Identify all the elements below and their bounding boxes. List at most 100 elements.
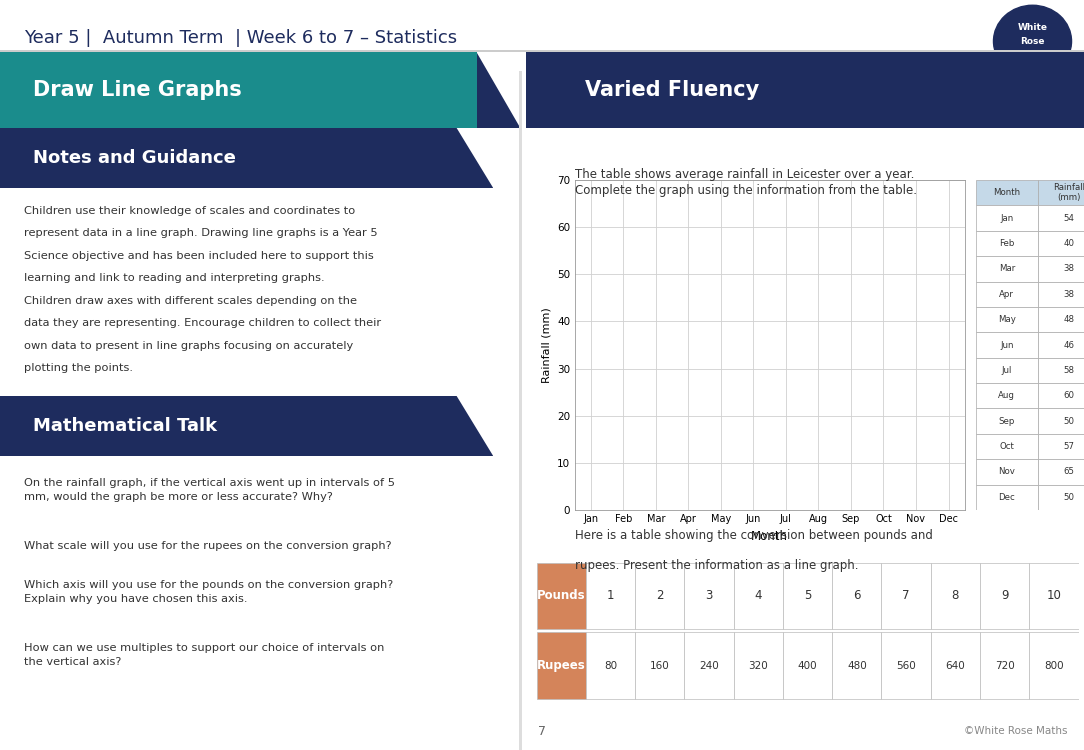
FancyBboxPatch shape <box>585 632 635 699</box>
FancyBboxPatch shape <box>1038 231 1084 256</box>
Text: What scale will you use for the rupees on the conversion graph?: What scale will you use for the rupees o… <box>24 541 391 551</box>
Text: 50: 50 <box>1063 417 1074 426</box>
FancyBboxPatch shape <box>537 562 585 629</box>
FancyBboxPatch shape <box>1038 459 1084 484</box>
Text: Children draw axes with different scales depending on the: Children draw axes with different scales… <box>24 296 357 306</box>
FancyBboxPatch shape <box>976 206 1038 231</box>
FancyBboxPatch shape <box>734 632 783 699</box>
FancyBboxPatch shape <box>1038 307 1084 332</box>
Text: 48: 48 <box>1063 315 1074 324</box>
Y-axis label: Rainfall (mm): Rainfall (mm) <box>542 308 552 382</box>
FancyBboxPatch shape <box>976 358 1038 383</box>
FancyBboxPatch shape <box>1038 206 1084 231</box>
Text: 58: 58 <box>1063 366 1074 375</box>
Text: 7: 7 <box>902 590 909 602</box>
FancyBboxPatch shape <box>1030 632 1079 699</box>
Text: Mathematical Talk: Mathematical Talk <box>33 417 217 435</box>
FancyBboxPatch shape <box>1038 358 1084 383</box>
FancyBboxPatch shape <box>881 632 931 699</box>
Text: Science objective and has been included here to support this: Science objective and has been included … <box>24 251 374 261</box>
Text: 10: 10 <box>1046 590 1061 602</box>
Text: 400: 400 <box>798 661 817 670</box>
Text: Varied Fluency: Varied Fluency <box>585 80 760 100</box>
Text: 320: 320 <box>748 661 769 670</box>
FancyBboxPatch shape <box>976 332 1038 358</box>
Text: 2: 2 <box>656 590 663 602</box>
Text: Rainfall
(mm): Rainfall (mm) <box>1053 183 1084 203</box>
Text: represent data in a line graph. Drawing line graphs is a Year 5: represent data in a line graph. Drawing … <box>24 229 377 238</box>
Text: Aug: Aug <box>998 392 1016 400</box>
Text: learning and link to reading and interpreting graphs.: learning and link to reading and interpr… <box>24 274 324 284</box>
Text: 38: 38 <box>1063 264 1074 273</box>
Text: Oct: Oct <box>999 442 1015 451</box>
Text: Which axis will you use for the pounds on the conversion graph?
Explain why you : Which axis will you use for the pounds o… <box>24 580 393 604</box>
FancyBboxPatch shape <box>783 632 833 699</box>
FancyBboxPatch shape <box>976 307 1038 332</box>
Text: 160: 160 <box>650 661 670 670</box>
FancyBboxPatch shape <box>833 632 881 699</box>
FancyBboxPatch shape <box>976 180 1038 206</box>
Text: Nov: Nov <box>998 467 1016 476</box>
FancyBboxPatch shape <box>783 562 833 629</box>
Text: 240: 240 <box>699 661 719 670</box>
FancyBboxPatch shape <box>881 562 931 629</box>
Text: The table shows average rainfall in Leicester over a year.: The table shows average rainfall in Leic… <box>575 168 914 181</box>
FancyBboxPatch shape <box>976 281 1038 307</box>
FancyBboxPatch shape <box>976 433 1038 459</box>
FancyBboxPatch shape <box>635 562 684 629</box>
Text: 560: 560 <box>896 661 916 670</box>
Text: How can we use multiples to support our choice of intervals on
the vertical axis: How can we use multiples to support our … <box>24 643 384 667</box>
Text: 8: 8 <box>952 590 959 602</box>
Text: May: May <box>998 315 1016 324</box>
Text: 9: 9 <box>1001 590 1008 602</box>
FancyBboxPatch shape <box>635 632 684 699</box>
Text: Year 5 |  Autumn Term  | Week 6 to 7 – Statistics: Year 5 | Autumn Term | Week 6 to 7 – Sta… <box>24 29 457 47</box>
Text: Draw Line Graphs: Draw Line Graphs <box>33 80 242 100</box>
Text: Apr: Apr <box>999 290 1015 298</box>
FancyBboxPatch shape <box>976 231 1038 256</box>
Text: Feb: Feb <box>999 239 1015 248</box>
FancyBboxPatch shape <box>1038 256 1084 281</box>
FancyBboxPatch shape <box>585 562 635 629</box>
Text: Dec: Dec <box>998 493 1015 502</box>
Text: Jun: Jun <box>1001 340 1014 350</box>
Text: Rose: Rose <box>1020 37 1045 46</box>
Text: Maths: Maths <box>1017 50 1048 59</box>
Text: 6: 6 <box>853 590 861 602</box>
FancyBboxPatch shape <box>976 256 1038 281</box>
Text: 50: 50 <box>1063 493 1074 502</box>
FancyBboxPatch shape <box>684 632 734 699</box>
FancyBboxPatch shape <box>684 562 734 629</box>
Text: rupees. Present the information as a line graph.: rupees. Present the information as a lin… <box>575 559 859 572</box>
Polygon shape <box>423 52 520 128</box>
Text: White: White <box>1018 23 1047 32</box>
FancyBboxPatch shape <box>734 562 783 629</box>
Text: Jan: Jan <box>1001 214 1014 223</box>
Text: Sep: Sep <box>998 417 1015 426</box>
FancyBboxPatch shape <box>980 562 1030 629</box>
FancyBboxPatch shape <box>976 484 1038 510</box>
FancyBboxPatch shape <box>976 409 1038 434</box>
Text: 46: 46 <box>1063 340 1074 350</box>
FancyBboxPatch shape <box>980 632 1030 699</box>
Text: 3: 3 <box>706 590 712 602</box>
Text: 1: 1 <box>607 590 615 602</box>
FancyBboxPatch shape <box>1038 383 1084 409</box>
Text: data they are representing. Encourage children to collect their: data they are representing. Encourage ch… <box>24 319 380 328</box>
Polygon shape <box>526 52 569 128</box>
FancyBboxPatch shape <box>1038 332 1084 358</box>
FancyBboxPatch shape <box>1038 180 1084 206</box>
Polygon shape <box>412 396 493 456</box>
FancyBboxPatch shape <box>1038 484 1084 510</box>
FancyBboxPatch shape <box>976 383 1038 409</box>
Text: 57: 57 <box>1063 442 1074 451</box>
Text: 7: 7 <box>538 724 546 738</box>
FancyBboxPatch shape <box>1030 562 1079 629</box>
Text: 80: 80 <box>604 661 617 670</box>
Text: ©White Rose Maths: ©White Rose Maths <box>965 726 1068 736</box>
Text: 38: 38 <box>1063 290 1074 298</box>
Text: Jul: Jul <box>1002 366 1012 375</box>
Text: Complete the graph using the information from the table.: Complete the graph using the information… <box>575 184 916 197</box>
FancyBboxPatch shape <box>976 459 1038 484</box>
FancyBboxPatch shape <box>833 562 881 629</box>
